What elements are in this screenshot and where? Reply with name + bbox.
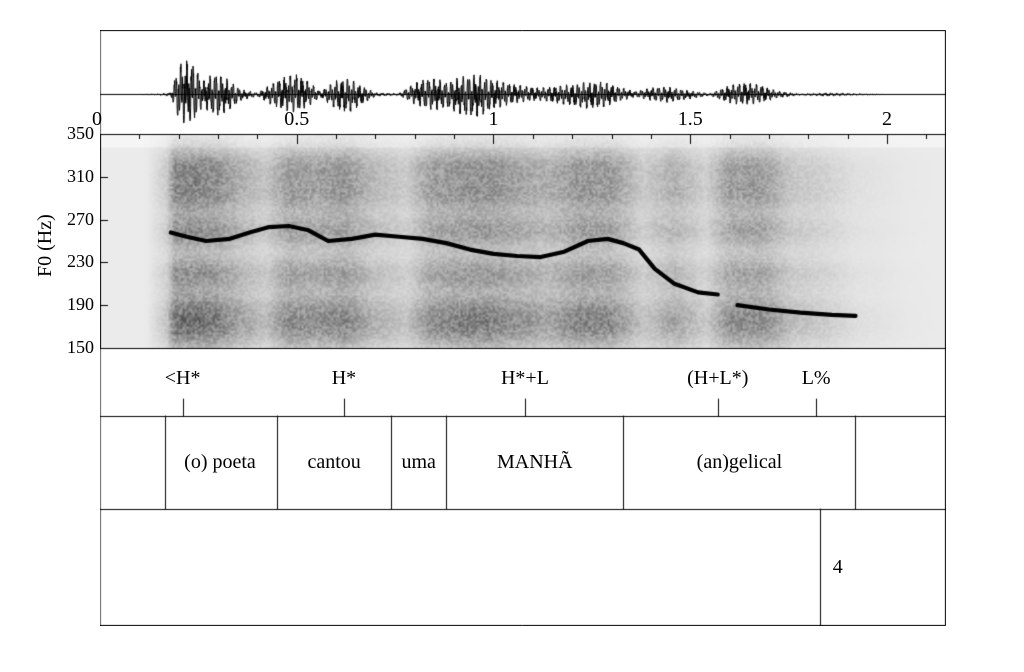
misc-label: 4: [828, 556, 848, 579]
time-tick-label: 0: [92, 108, 132, 131]
freq-tick-label: 150: [54, 337, 94, 358]
tone-label: <H*: [133, 367, 233, 390]
word-label: MANHÃ: [465, 451, 605, 474]
word-label: (an)gelical: [669, 451, 809, 474]
prosody-figure: F0 (Hz) 150190230270310350 00.511.52 <H*…: [100, 30, 946, 626]
time-tick-label: 0.5: [277, 108, 317, 131]
time-tick-label: 1: [473, 108, 513, 131]
tone-label: L%: [766, 367, 866, 390]
time-tick-label: 2: [867, 108, 907, 131]
freq-tick-label: 190: [54, 294, 94, 315]
plot-canvas: [100, 30, 946, 626]
freq-tick-label: 230: [54, 251, 94, 272]
tone-label: (H+L*): [668, 367, 768, 390]
freq-tick-label: 270: [54, 209, 94, 230]
tone-label: H*: [294, 367, 394, 390]
time-tick-label: 1.5: [670, 108, 710, 131]
freq-tick-label: 310: [54, 166, 94, 187]
tone-label: H*+L: [475, 367, 575, 390]
freq-tick-label: 350: [54, 123, 94, 144]
